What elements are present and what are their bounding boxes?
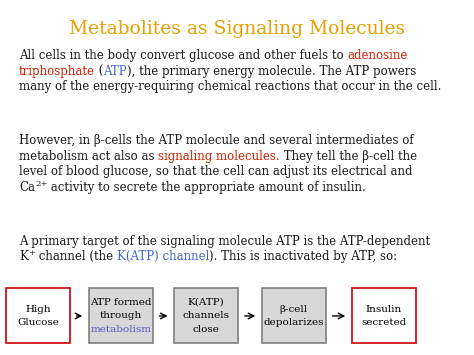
Text: metabolism act also as: metabolism act also as — [19, 149, 158, 163]
Text: adenosine: adenosine — [347, 49, 408, 61]
Text: many of the energy-requiring chemical reactions that occur in the cell.: many of the energy-requiring chemical re… — [19, 81, 441, 93]
Text: K: K — [19, 250, 28, 263]
Text: Ca: Ca — [19, 181, 35, 195]
Text: Insulin: Insulin — [366, 305, 402, 314]
Text: activity to secrete the appropriate amount of insulin.: activity to secrete the appropriate amou… — [47, 181, 366, 195]
Text: A primary target of the signaling molecule ATP is the ATP-dependent: A primary target of the signaling molecu… — [19, 235, 430, 247]
Bar — [89, 288, 153, 344]
Text: All cells in the body convert glucose and other fuels to: All cells in the body convert glucose an… — [19, 49, 347, 61]
Text: β-cell: β-cell — [280, 305, 308, 314]
Text: secreted: secreted — [361, 318, 407, 327]
Text: Metabolites as Signaling Molecules: Metabolites as Signaling Molecules — [69, 20, 405, 38]
Text: metabolism: metabolism — [91, 325, 151, 334]
Text: ATP: ATP — [103, 65, 127, 77]
Text: ). This is inactivated by ATP, so:: ). This is inactivated by ATP, so: — [209, 250, 397, 263]
Bar — [262, 288, 326, 344]
Text: +: + — [28, 249, 35, 257]
Text: through: through — [100, 311, 142, 321]
Text: K(ATP) channel: K(ATP) channel — [117, 250, 209, 263]
Text: channels: channels — [182, 311, 230, 321]
Text: They tell the β-cell the: They tell the β-cell the — [280, 149, 417, 163]
Text: Glucose: Glucose — [17, 318, 59, 327]
Text: channel (the: channel (the — [35, 250, 117, 263]
Bar — [6, 288, 70, 344]
Text: However, in β-cells the ATP molecule and several intermediates of: However, in β-cells the ATP molecule and… — [19, 133, 414, 147]
Text: ATP formed: ATP formed — [90, 298, 152, 307]
Text: close: close — [193, 325, 219, 334]
Bar — [352, 288, 416, 344]
Text: (: ( — [95, 65, 103, 77]
Text: depolarizes: depolarizes — [264, 318, 324, 327]
Text: 2+: 2+ — [35, 180, 47, 188]
Text: signaling molecules.: signaling molecules. — [158, 149, 280, 163]
Text: High: High — [25, 305, 51, 314]
Text: ), the primary energy molecule. The ATP powers: ), the primary energy molecule. The ATP … — [127, 65, 416, 77]
Bar — [174, 288, 238, 344]
Text: K(ATP): K(ATP) — [188, 298, 225, 307]
Text: level of blood glucose, so that the cell can adjust its electrical and: level of blood glucose, so that the cell… — [19, 165, 412, 179]
Text: triphosphate: triphosphate — [19, 65, 95, 77]
